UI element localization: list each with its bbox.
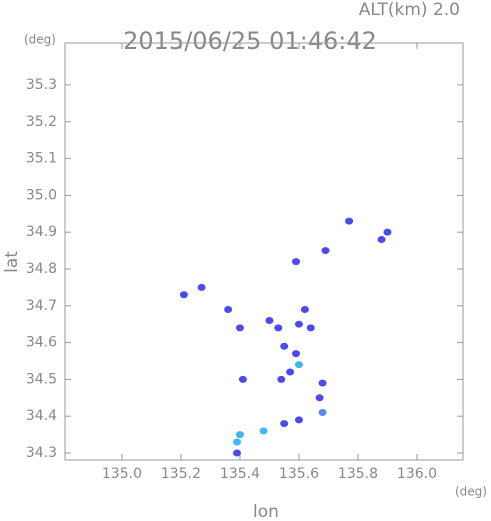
y-tick-label: 35.2 [26,114,57,130]
echo-point [292,350,301,358]
echo-point [292,258,301,266]
x-axis-label: lon [253,502,279,521]
y-tick-label: 35.1 [26,151,57,167]
echo-point [321,247,330,255]
echo-point [274,324,283,332]
y-tick-label: 34.4 [26,408,57,424]
echo-point [259,427,268,435]
y-tick-label: 34.5 [26,371,57,387]
x-tick-label: 135.2 [161,466,201,482]
echo-point [294,416,303,424]
echo-point [318,409,327,417]
x-tick-label: 135.8 [338,466,378,482]
echo-point [377,236,386,244]
y-tick-label: 34.8 [26,261,57,277]
echo-point [235,431,244,439]
y-axis-label: lat [2,251,22,273]
y-tick-label: 34.9 [26,224,57,240]
echo-point [197,283,206,291]
echo-point [277,375,286,383]
echo-point [306,324,315,332]
echo-point [280,420,289,428]
echo-point [383,228,392,236]
echo-point [233,449,242,457]
y-tick-label: 34.7 [26,298,57,314]
y-unit: (deg) [24,33,56,47]
echo-point [345,217,354,225]
echo-point [179,291,188,299]
echo-point [286,368,295,376]
echo-point [315,394,324,402]
y-tick-label: 34.6 [26,335,57,351]
echo-point [318,379,327,387]
echo-point [238,375,247,383]
echo-point [294,361,303,369]
chart-title: 2015/06/25 01:46:42 [123,27,377,55]
altitude-label: ALT(km) 2.0 [359,0,460,20]
echo-point [235,324,244,332]
x-tick-label: 135.4 [220,466,260,482]
x-tick-label: 135.0 [102,466,142,482]
x-tick-label: 136.0 [397,466,437,482]
y-tick-label: 35.3 [26,77,57,93]
echo-point [233,438,242,446]
x-tick-label: 135.6 [279,466,319,482]
echo-point [280,342,289,350]
y-tick-label: 34.3 [26,445,57,461]
echo-point [265,317,274,325]
echo-point [294,320,303,328]
echo-point [224,305,233,313]
y-tick-label: 35.0 [26,187,57,203]
plot-frame [64,42,464,461]
echo-point [300,305,309,313]
x-unit: (deg) [455,485,487,499]
